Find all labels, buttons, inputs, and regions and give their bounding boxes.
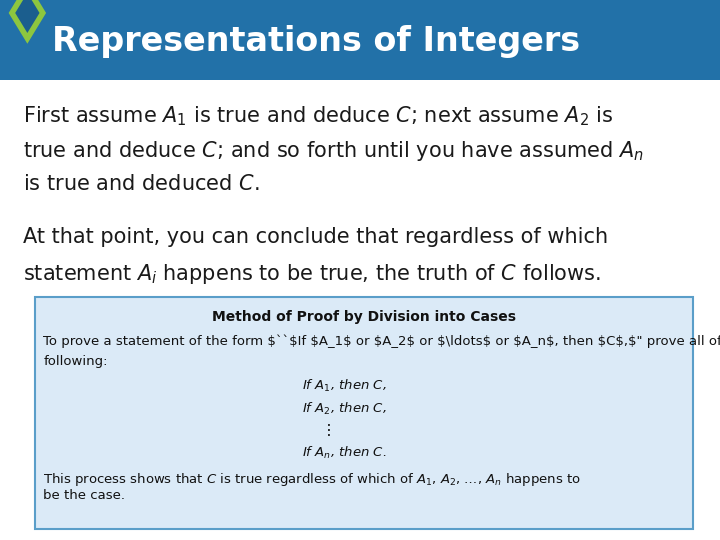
Polygon shape xyxy=(15,0,40,33)
Text: If $A_1$, then $C$,: If $A_1$, then $C$, xyxy=(302,378,387,394)
Text: To prove a statement of the form $``$If $A_1$ or $A_2$ or $\ldots$ or $A_n$, the: To prove a statement of the form $``$If … xyxy=(43,335,720,348)
FancyBboxPatch shape xyxy=(0,0,720,80)
Text: If $A_n$, then $C$.: If $A_n$, then $C$. xyxy=(302,445,387,461)
Text: First assume $A_1$ is true and deduce $C$; next assume $A_2$ is: First assume $A_1$ is true and deduce $C… xyxy=(23,104,613,128)
Text: If $A_2$, then $C$,: If $A_2$, then $C$, xyxy=(302,401,387,417)
Text: $\vdots$: $\vdots$ xyxy=(320,422,331,438)
Text: is true and deduced $C$.: is true and deduced $C$. xyxy=(23,174,259,194)
Text: following:: following: xyxy=(43,355,108,368)
FancyBboxPatch shape xyxy=(35,297,693,529)
Text: statement $A_i$ happens to be true, the truth of $C$ follows.: statement $A_i$ happens to be true, the … xyxy=(23,262,601,286)
Text: true and deduce $C$; and so forth until you have assumed $A_n$: true and deduce $C$; and so forth until … xyxy=(23,139,644,163)
Text: This process shows that $C$ is true regardless of which of $A_1$, $A_2$, $\ldots: This process shows that $C$ is true rega… xyxy=(43,471,581,488)
Text: Representations of Integers: Representations of Integers xyxy=(52,25,580,58)
Text: At that point, you can conclude that regardless of which: At that point, you can conclude that reg… xyxy=(23,227,608,247)
Polygon shape xyxy=(9,0,46,44)
Text: be the case.: be the case. xyxy=(43,489,125,502)
Text: Method of Proof by Division into Cases: Method of Proof by Division into Cases xyxy=(212,310,516,325)
